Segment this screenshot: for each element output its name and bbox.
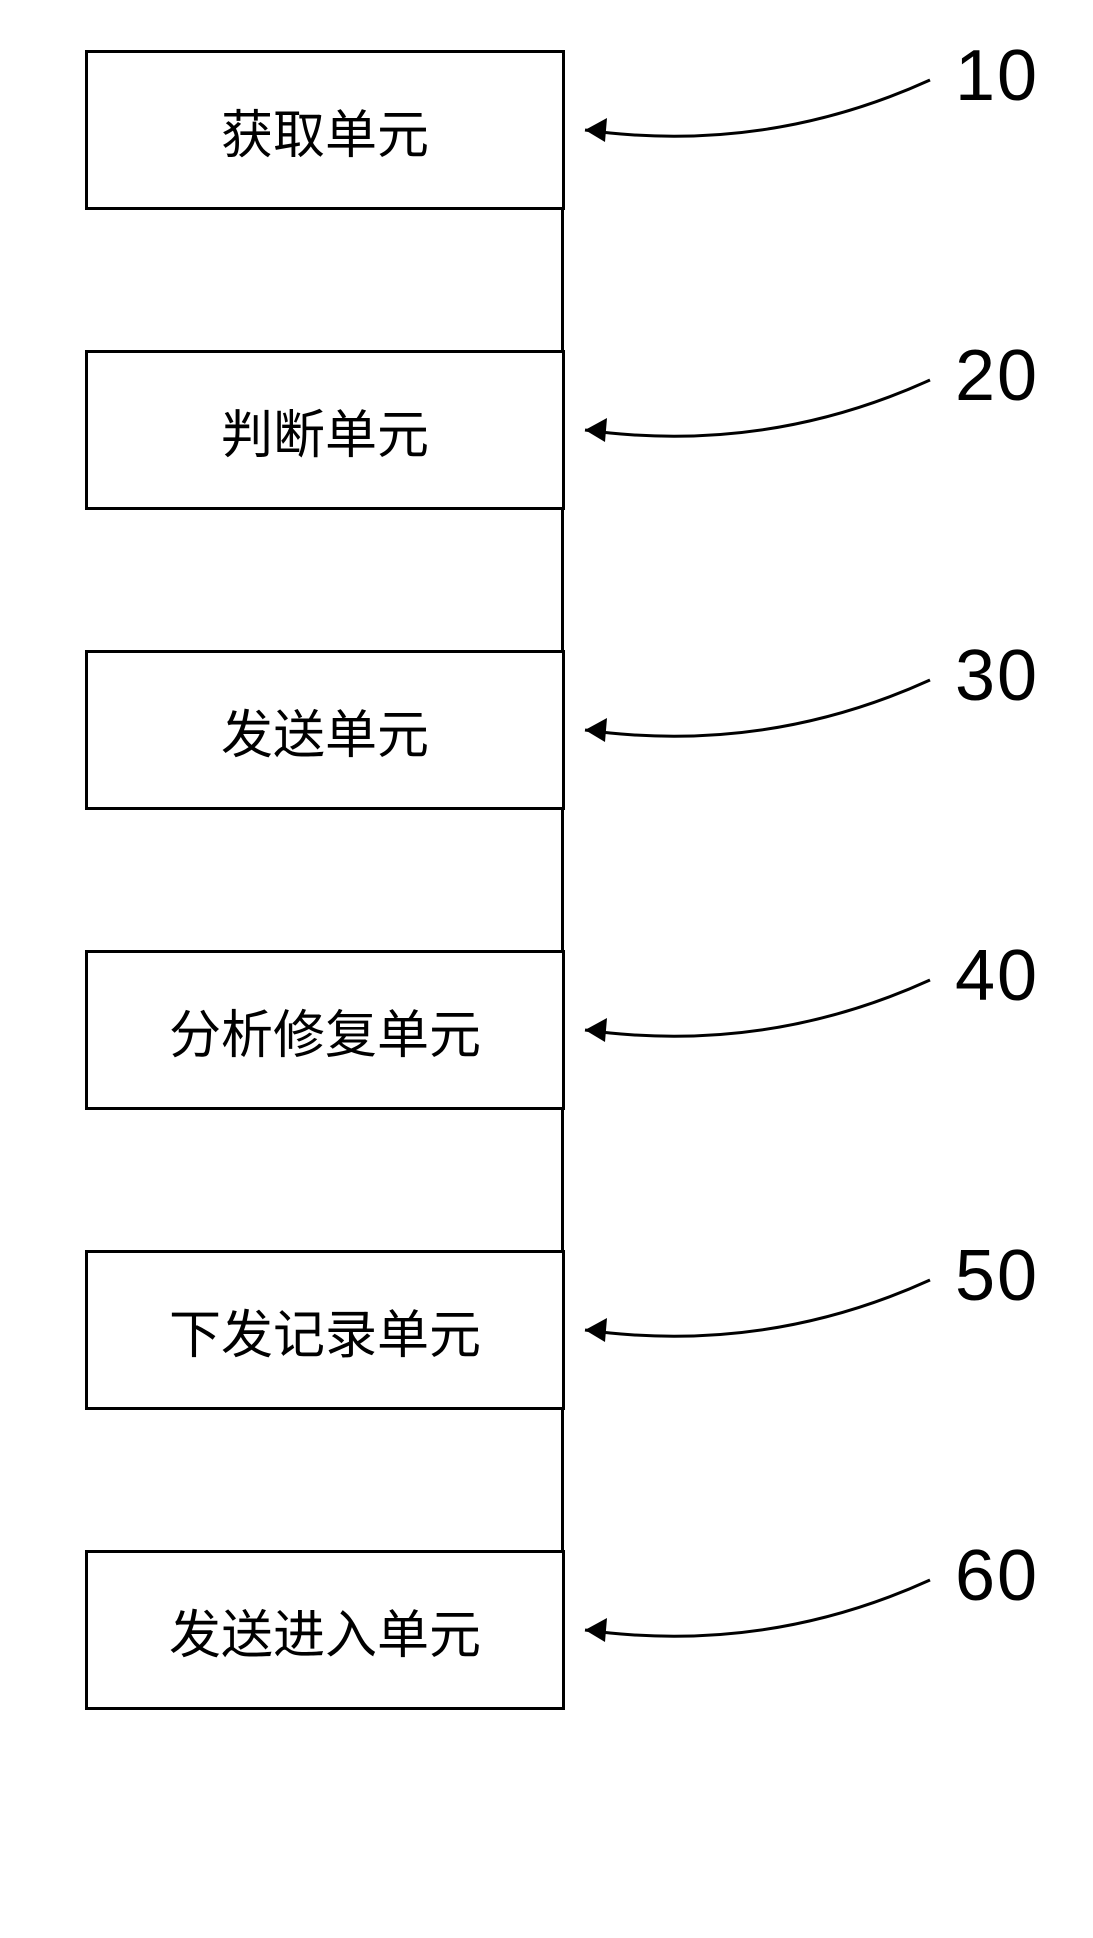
- node-label: 判断单元: [221, 393, 429, 468]
- node-number: 50: [955, 1235, 1039, 1317]
- node-number: 30: [955, 635, 1039, 717]
- node-number: 10: [955, 35, 1039, 117]
- node-label: 获取单元: [221, 93, 429, 168]
- flowchart-node: 获取单元: [85, 50, 565, 210]
- flowchart-node: 发送单元: [85, 650, 565, 810]
- node-label: 下发记录单元: [169, 1293, 481, 1368]
- node-label: 分析修复单元: [169, 993, 481, 1068]
- connector-line: [561, 810, 564, 950]
- connector-line: [561, 1410, 564, 1550]
- flowchart-node: 发送进入单元: [85, 1550, 565, 1710]
- node-label: 发送单元: [221, 693, 429, 768]
- node-number: 20: [955, 335, 1039, 417]
- flowchart-node: 判断单元: [85, 350, 565, 510]
- node-number: 60: [955, 1535, 1039, 1617]
- flowchart-node: 分析修复单元: [85, 950, 565, 1110]
- node-label: 发送进入单元: [169, 1593, 481, 1668]
- flowchart-node: 下发记录单元: [85, 1250, 565, 1410]
- node-number: 40: [955, 935, 1039, 1017]
- connector-line: [561, 210, 564, 350]
- connector-line: [561, 510, 564, 650]
- connector-line: [561, 1110, 564, 1250]
